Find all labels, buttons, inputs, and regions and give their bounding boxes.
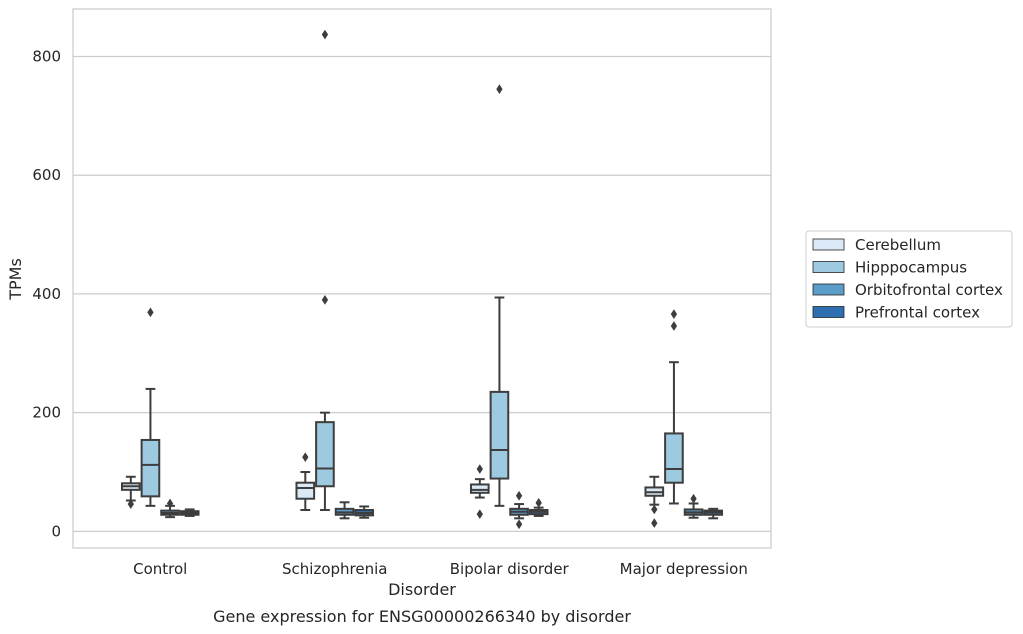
y-tick-label: 600 <box>32 166 61 184</box>
legend: Cerebellum Hipppocampus Orbitofrontal cort… <box>805 230 1013 328</box>
legend-label: Hipppocampus <box>855 259 967 277</box>
box-hipppocampus <box>315 29 335 512</box>
y-tick-label: 200 <box>32 404 61 422</box>
iqr-box <box>295 481 316 500</box>
category-group <box>644 309 724 528</box>
iqr-box <box>140 438 161 498</box>
outlier-point <box>690 493 697 504</box>
outlier-point <box>166 498 174 509</box>
legend-swatch <box>812 306 845 318</box>
legend-label: Orbitofrontal cortex <box>855 281 1003 299</box>
y-tick-label: 400 <box>32 285 61 303</box>
outlier-point <box>496 84 503 94</box>
gridlines <box>73 55 771 533</box>
outlier-point <box>476 464 483 474</box>
category-group <box>469 84 549 530</box>
legend-label: Prefrontal cortex <box>855 304 980 322</box>
legend-swatch <box>812 261 845 273</box>
outlier-point <box>476 509 483 519</box>
category-group <box>295 29 375 520</box>
box-cerebellum <box>469 464 490 519</box>
iqr-box <box>315 421 335 488</box>
outlier-point <box>302 452 309 463</box>
legend-swatch <box>812 283 845 296</box>
box-hipppocampus <box>489 84 510 507</box>
outlier-point <box>651 504 658 515</box>
iqr-box <box>489 390 510 480</box>
legend-label: Cerebellum <box>855 236 941 254</box>
box-hipppocampus <box>140 307 161 507</box>
category-group <box>120 307 200 519</box>
y-axis-label: TPMs <box>6 258 25 301</box>
box-prefrontal-cortex <box>703 507 724 520</box>
outlier-point <box>321 29 329 40</box>
box-prefrontal-cortex <box>179 508 200 517</box>
box-orbitofrontal-cortex <box>683 493 704 519</box>
box-orbitofrontal-cortex <box>509 490 529 530</box>
iqr-box <box>469 483 490 494</box>
box-cerebellum <box>644 475 665 528</box>
plot-frame <box>72 8 772 549</box>
outlier-point <box>670 309 678 319</box>
chart-caption: Gene expression for ENSG00000266340 by d… <box>213 607 631 626</box>
outlier-point <box>651 518 658 528</box>
outlier-point <box>515 519 523 530</box>
outlier-point <box>127 499 134 509</box>
outlier-point <box>147 307 154 318</box>
y-tick-label: 0 <box>51 522 61 540</box>
legend-swatch <box>812 238 845 251</box>
box-cerebellum <box>295 452 316 512</box>
box-groups <box>120 29 724 530</box>
outlier-point <box>321 295 329 305</box>
outlier-point <box>535 498 542 508</box>
iqr-box <box>664 432 684 484</box>
x-tick-labels: Control Schizophrenia Bipolar disorder Majo… <box>133 560 748 578</box>
x-tick-label: Major depression <box>620 560 748 578</box>
box-hipppocampus <box>664 309 684 505</box>
legend-frame <box>805 230 1013 328</box>
box-orbitofrontal-cortex <box>334 501 355 520</box>
plot-area <box>73 9 771 548</box>
box-prefrontal-cortex <box>354 505 375 519</box>
x-tick-label: Schizophrenia <box>282 560 387 578</box>
y-tick-labels: 0 200 400 600 800 <box>32 47 61 540</box>
x-tick-label: Bipolar disorder <box>450 560 570 578</box>
y-tick-label: 800 <box>32 47 61 65</box>
box-prefrontal-cortex <box>528 498 549 517</box>
x-axis-label: Disorder <box>388 580 456 599</box>
x-tick-label: Control <box>133 560 187 578</box>
box-cerebellum <box>120 475 141 509</box>
outlier-point <box>670 321 678 331</box>
outlier-point <box>515 490 523 501</box>
box-orbitofrontal-cortex <box>160 498 180 519</box>
